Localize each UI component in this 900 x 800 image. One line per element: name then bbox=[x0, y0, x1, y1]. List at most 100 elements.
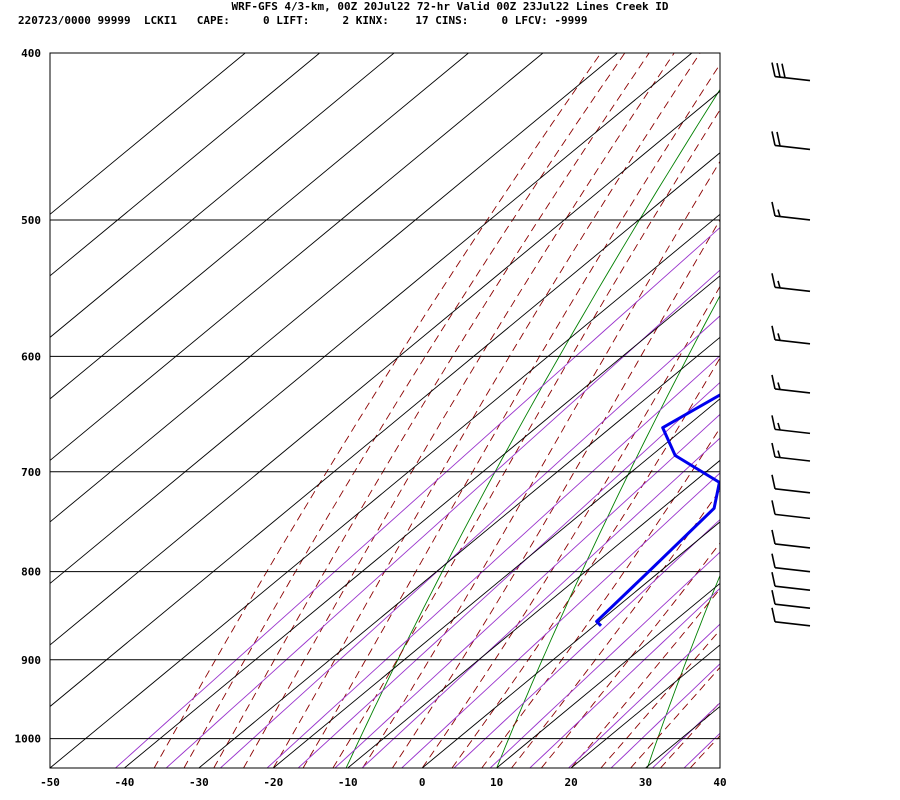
moist-adiabat bbox=[689, 735, 720, 768]
isotherm bbox=[50, 53, 618, 523]
pressure-tick-label: 600 bbox=[21, 350, 41, 363]
dry-adiabat bbox=[646, 574, 720, 768]
barb-flag bbox=[771, 273, 776, 288]
barb-flag bbox=[771, 374, 776, 390]
barb-flag bbox=[771, 590, 776, 605]
wind-barb bbox=[771, 442, 811, 462]
mixing-ratio-line bbox=[568, 623, 720, 768]
mixing-ratio-line bbox=[453, 518, 720, 768]
wind-barb bbox=[771, 201, 811, 221]
wind-barb bbox=[771, 553, 811, 573]
moist-adiabat bbox=[630, 666, 720, 768]
mixing-ratio-line bbox=[361, 437, 720, 768]
barb-shaft bbox=[774, 603, 811, 609]
chart-title: WRF-GFS 4/3-km, 00Z 20Jul22 72-hr Valid … bbox=[231, 0, 669, 13]
isotherm bbox=[50, 53, 693, 585]
isotherm bbox=[570, 644, 720, 768]
moist-adiabat bbox=[302, 63, 720, 768]
moist-adiabat bbox=[570, 588, 720, 768]
dewpoint-trace bbox=[595, 393, 720, 627]
temperature-tick-label: -30 bbox=[189, 776, 209, 789]
barb-flag bbox=[771, 553, 776, 568]
moist-adiabat bbox=[362, 160, 720, 768]
temperature-trace bbox=[754, 72, 900, 626]
wind-barb bbox=[771, 62, 811, 82]
wind-barb bbox=[771, 325, 811, 345]
barb-half-flag bbox=[777, 450, 781, 458]
wind-barb bbox=[771, 374, 811, 394]
pressure-tick-label: 500 bbox=[21, 214, 41, 227]
barb-flag bbox=[771, 474, 776, 490]
isotherm bbox=[198, 336, 720, 768]
barb-shaft bbox=[774, 456, 811, 462]
mixing-ratio-line bbox=[115, 226, 720, 768]
thermo-lines bbox=[50, 53, 900, 768]
temperature-tick-label: -50 bbox=[40, 776, 60, 789]
barb-flag bbox=[771, 62, 776, 77]
mixing-ratio-line bbox=[401, 472, 720, 768]
plot-frame bbox=[49, 52, 721, 769]
barb-flag bbox=[776, 62, 781, 78]
barb-shaft bbox=[774, 566, 811, 573]
isotherm bbox=[50, 152, 720, 708]
isotherm bbox=[496, 582, 720, 768]
isotherm bbox=[124, 275, 720, 768]
dry-adiabat bbox=[798, 53, 900, 768]
moist-adiabat bbox=[272, 53, 701, 768]
barb-shaft bbox=[774, 215, 811, 221]
moist-adiabat bbox=[243, 53, 675, 768]
wind-barb bbox=[771, 607, 811, 627]
dry-adiabat bbox=[496, 294, 720, 768]
barb-half-flag bbox=[777, 382, 781, 390]
pressure-tick-label: 400 bbox=[21, 47, 41, 60]
isotherm bbox=[50, 90, 720, 646]
mixing-ratio-line bbox=[266, 355, 720, 768]
barb-flag bbox=[771, 131, 776, 146]
temperature-tick-label: -10 bbox=[338, 776, 358, 789]
wind-barb bbox=[771, 529, 811, 549]
wind-barb bbox=[771, 273, 811, 293]
mixing-ratio-line bbox=[610, 663, 720, 768]
wind-barb bbox=[771, 474, 811, 494]
barb-flag bbox=[771, 442, 776, 458]
temperature-tick-label: 10 bbox=[490, 776, 503, 789]
wind-barb bbox=[771, 590, 811, 609]
barb-shaft bbox=[774, 428, 811, 435]
barb-flag bbox=[771, 607, 776, 622]
barb-flag bbox=[781, 63, 786, 78]
barb-shaft bbox=[774, 543, 811, 549]
moist-adiabat bbox=[600, 629, 720, 768]
temperature-tick-label: 30 bbox=[639, 776, 652, 789]
moist-adiabat bbox=[332, 109, 720, 768]
barb-shaft bbox=[774, 585, 811, 591]
mixing-ratio-line bbox=[297, 381, 720, 768]
isotherm bbox=[273, 398, 720, 768]
moist-adiabat bbox=[392, 219, 720, 768]
temperature-tick-label: 0 bbox=[419, 776, 426, 789]
pressure-tick-label: 900 bbox=[21, 654, 41, 667]
barb-shaft bbox=[774, 388, 811, 394]
isotherm bbox=[50, 53, 469, 400]
dry-adiabat bbox=[345, 88, 720, 768]
barb-flag bbox=[771, 571, 776, 587]
wind-barb bbox=[771, 571, 811, 591]
moist-adiabat bbox=[451, 357, 720, 768]
pressure-tick-label: 700 bbox=[21, 466, 41, 479]
barb-shaft bbox=[774, 620, 811, 627]
barb-half-flag bbox=[777, 422, 781, 431]
sounding-indices: 220723/0000 99999 LCKI1 CAPE: 0 LIFT: 2 … bbox=[18, 14, 588, 27]
wind-barb bbox=[771, 131, 811, 151]
barb-flag bbox=[771, 415, 776, 430]
barb-shaft bbox=[774, 144, 811, 151]
isotherm bbox=[50, 53, 544, 461]
temperature-tick-label: 40 bbox=[713, 776, 726, 789]
header: WRF-GFS 4/3-km, 00Z 20Jul22 72-hr Valid … bbox=[0, 0, 900, 40]
sounding-profiles bbox=[595, 72, 900, 627]
barb-half-flag bbox=[777, 333, 781, 341]
moist-adiabat bbox=[183, 53, 626, 768]
barb-flag bbox=[776, 131, 781, 147]
mixing-ratio-line bbox=[165, 269, 720, 768]
barb-shaft bbox=[774, 286, 811, 293]
barb-flag bbox=[771, 201, 776, 217]
barb-flag bbox=[771, 529, 776, 545]
